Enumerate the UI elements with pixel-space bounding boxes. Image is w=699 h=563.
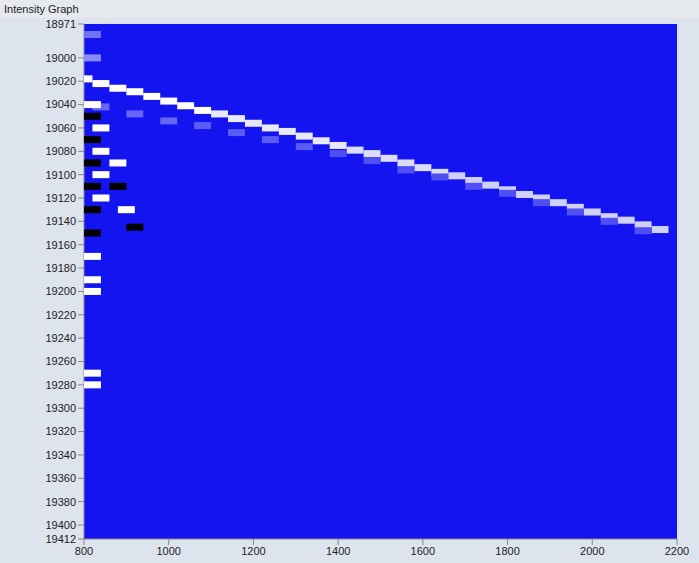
svg-text:19260: 19260 [45, 355, 76, 367]
html-text:Intensity Graph: Intensity Graph [4, 3, 79, 15]
svg-text:19320: 19320 [45, 425, 76, 437]
svg-text:19180: 19180 [45, 262, 76, 274]
svg-text:1000: 1000 [156, 545, 180, 557]
svg-text:19140: 19140 [45, 215, 76, 227]
svg-text:19160: 19160 [45, 239, 76, 251]
svg-text:1400: 1400 [326, 545, 350, 557]
svg-text:19412: 19412 [45, 533, 76, 545]
svg-text:19040: 19040 [45, 98, 76, 110]
svg-text:19060: 19060 [45, 122, 76, 134]
svg-text:1200: 1200 [241, 545, 265, 557]
svg-text:19380: 19380 [45, 496, 76, 508]
svg-text:19340: 19340 [45, 449, 76, 461]
svg-text:19240: 19240 [45, 332, 76, 344]
svg-text:19300: 19300 [45, 402, 76, 414]
svg-text:19120: 19120 [45, 192, 76, 204]
svg-text:19200: 19200 [45, 285, 76, 297]
svg-text:800: 800 [75, 545, 93, 557]
svg-text:2000: 2000 [580, 545, 604, 557]
svg-text:19100: 19100 [45, 169, 76, 181]
svg-text:1800: 1800 [495, 545, 519, 557]
svg-text:19280: 19280 [45, 379, 76, 391]
svg-text:1600: 1600 [411, 545, 435, 557]
svg-text:2200: 2200 [665, 545, 689, 557]
svg-text:19220: 19220 [45, 309, 76, 321]
svg-text:19000: 19000 [45, 52, 76, 64]
svg-text:19360: 19360 [45, 472, 76, 484]
svg-text:19020: 19020 [45, 75, 76, 87]
svg-text:19080: 19080 [45, 145, 76, 157]
svg-text:18971: 18971 [45, 18, 76, 30]
svg-text:19400: 19400 [45, 519, 76, 531]
